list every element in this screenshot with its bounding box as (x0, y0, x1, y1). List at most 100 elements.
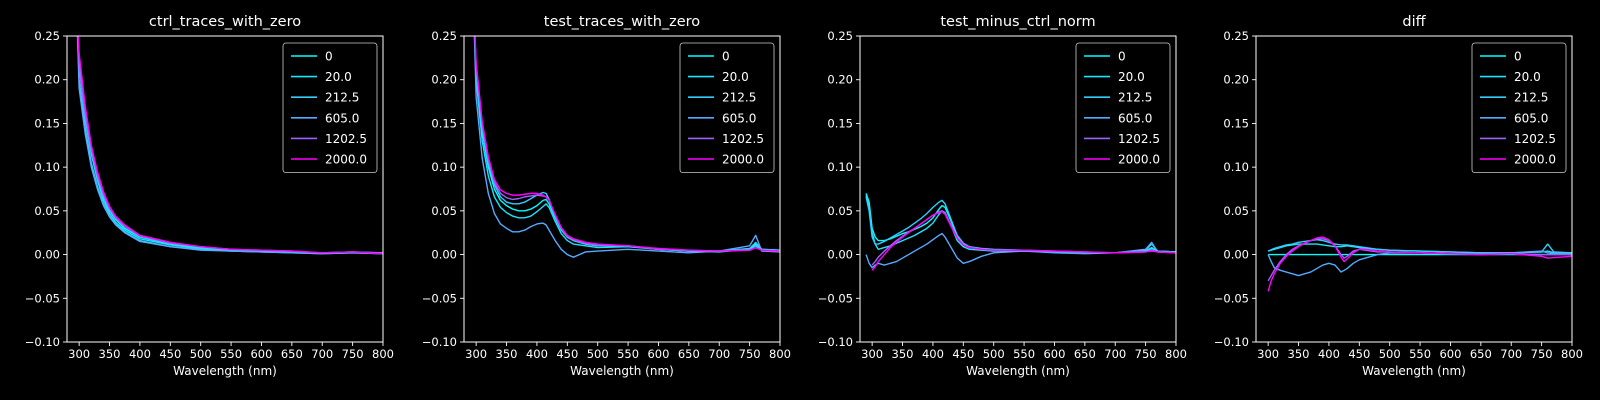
series-line-605.0 (76, 36, 383, 255)
y-tick-label: 0.15 (827, 116, 853, 130)
x-axis-label: Wavelength (nm) (1362, 364, 1466, 378)
y-tick-label: 0.05 (1223, 204, 1249, 218)
legend-entry: 1202.5 (722, 132, 764, 146)
y-tick-label: 0.00 (1223, 248, 1249, 262)
x-tick-label: 700 (708, 347, 730, 361)
y-tick-label: 0.10 (827, 160, 853, 174)
chart-panel-3: diff 300 350 400 450 500 550 600 650 700 750 800 −0.… (1214, 14, 1583, 378)
y-tick-label: 0.10 (1223, 160, 1249, 174)
y-tick-label: 0.15 (431, 116, 457, 130)
x-tick-label: 550 (1409, 347, 1431, 361)
x-tick-label: 300 (1257, 347, 1279, 361)
legend-entry: 20.0 (1118, 70, 1145, 84)
y-tick-label: −0.05 (422, 291, 457, 305)
series-line-2000.0 (77, 36, 383, 255)
legend-entry: 605.0 (325, 111, 359, 125)
x-tick-label: 400 (1318, 347, 1340, 361)
x-tick-label: 800 (372, 347, 394, 361)
x-tick-label: 800 (769, 347, 791, 361)
legend: 0 20.0 212.5 605.0 1202.5 2000.0 (1471, 42, 1567, 174)
x-tick-label: 300 (68, 347, 90, 361)
x-tick-label: 500 (587, 347, 609, 361)
legend: 0 20.0 212.5 605.0 1202.5 2000.0 (1075, 42, 1171, 174)
legend-box (1471, 42, 1567, 174)
y-tick-label: 0.00 (34, 248, 60, 262)
x-tick-label: 600 (647, 347, 669, 361)
x-axis-label: Wavelength (nm) (570, 364, 674, 378)
series-line-212.5 (1267, 239, 1572, 254)
y-tick-label: 0.20 (827, 73, 853, 87)
legend-entry: 20.0 (1514, 70, 1541, 84)
x-tick-label: 400 (129, 347, 151, 361)
legend-entry: 1202.5 (325, 132, 367, 146)
series-line-2000.0 (1267, 236, 1572, 292)
x-tick-label: 750 (739, 347, 761, 361)
y-tick-label: −0.10 (818, 335, 853, 349)
x-tick-label: 450 (556, 347, 578, 361)
x-tick-label: 700 (1104, 347, 1126, 361)
y-tick-label: 0.05 (827, 204, 853, 218)
legend-entry: 0 (1118, 50, 1126, 64)
chart-title: diff (1402, 14, 1426, 30)
axes-frame (66, 35, 384, 343)
series-line-212.5 (865, 196, 1176, 254)
legend-box (679, 42, 775, 174)
x-tick-label: 550 (1013, 347, 1035, 361)
chart-title: test_traces_with_zero (544, 14, 701, 30)
chart-panel-0: ctrl_traces_with_zero 300 350 400 450 500 550 6… (25, 14, 394, 378)
series-line-1202.5 (1267, 238, 1572, 282)
legend-entry: 1202.5 (1514, 132, 1556, 146)
x-tick-label: 650 (281, 347, 303, 361)
x-tick-label: 550 (220, 347, 242, 361)
axes-frame (1255, 35, 1573, 343)
series-group (1267, 236, 1572, 292)
legend-box (1075, 42, 1171, 174)
x-tick-label: 650 (1470, 347, 1492, 361)
chart-title: ctrl_traces_with_zero (149, 14, 301, 30)
y-tick-label: −0.10 (422, 335, 457, 349)
series-line-2000.0 (871, 211, 1176, 271)
legend-entry: 0 (325, 50, 333, 64)
y-tick-label: 0.05 (431, 204, 457, 218)
y-tick-label: 0.20 (1223, 73, 1249, 87)
x-tick-label: 800 (1561, 347, 1583, 361)
x-axis-label: Wavelength (nm) (966, 364, 1070, 378)
series-line-2000.0 (474, 36, 780, 252)
y-tick-label: 0.10 (431, 160, 457, 174)
legend-entry: 605.0 (722, 111, 756, 125)
x-tick-label: 450 (1348, 347, 1370, 361)
x-tick-label: 350 (496, 347, 518, 361)
series-group (76, 36, 383, 255)
series-line-605.0 (1267, 250, 1572, 277)
legend-entry: 2000.0 (325, 153, 367, 167)
x-tick-label: 400 (922, 347, 944, 361)
legend-entry: 1202.5 (1118, 132, 1160, 146)
x-tick-label: 450 (952, 347, 974, 361)
legend-entry: 605.0 (1514, 111, 1548, 125)
x-tick-label: 400 (526, 347, 548, 361)
y-tick-label: 0.10 (34, 160, 60, 174)
axes-frame (859, 35, 1177, 343)
x-tick-label: 500 (190, 347, 212, 361)
legend-entry: 212.5 (722, 91, 756, 105)
x-tick-label: 350 (99, 347, 121, 361)
legend-entry: 0 (722, 50, 730, 64)
series-line-605.0 (473, 36, 780, 258)
x-tick-label: 700 (1500, 347, 1522, 361)
y-tick-label: −0.10 (25, 335, 60, 349)
y-tick-label: 0.25 (431, 29, 457, 43)
y-tick-label: −0.05 (818, 291, 853, 305)
y-tick-label: 0.25 (827, 29, 853, 43)
series-group (865, 193, 1176, 271)
x-tick-label: 650 (678, 347, 700, 361)
legend-entry: 605.0 (1118, 111, 1152, 125)
x-tick-label: 300 (861, 347, 883, 361)
x-tick-label: 750 (1531, 347, 1553, 361)
axes-frame (463, 35, 781, 343)
legend: 0 20.0 212.5 605.0 1202.5 2000.0 (282, 42, 378, 174)
legend-entry: 2000.0 (1514, 153, 1556, 167)
x-tick-label: 300 (465, 347, 487, 361)
series-line-1202.5 (871, 210, 1176, 266)
chart-title: test_minus_ctrl_norm (940, 14, 1095, 30)
